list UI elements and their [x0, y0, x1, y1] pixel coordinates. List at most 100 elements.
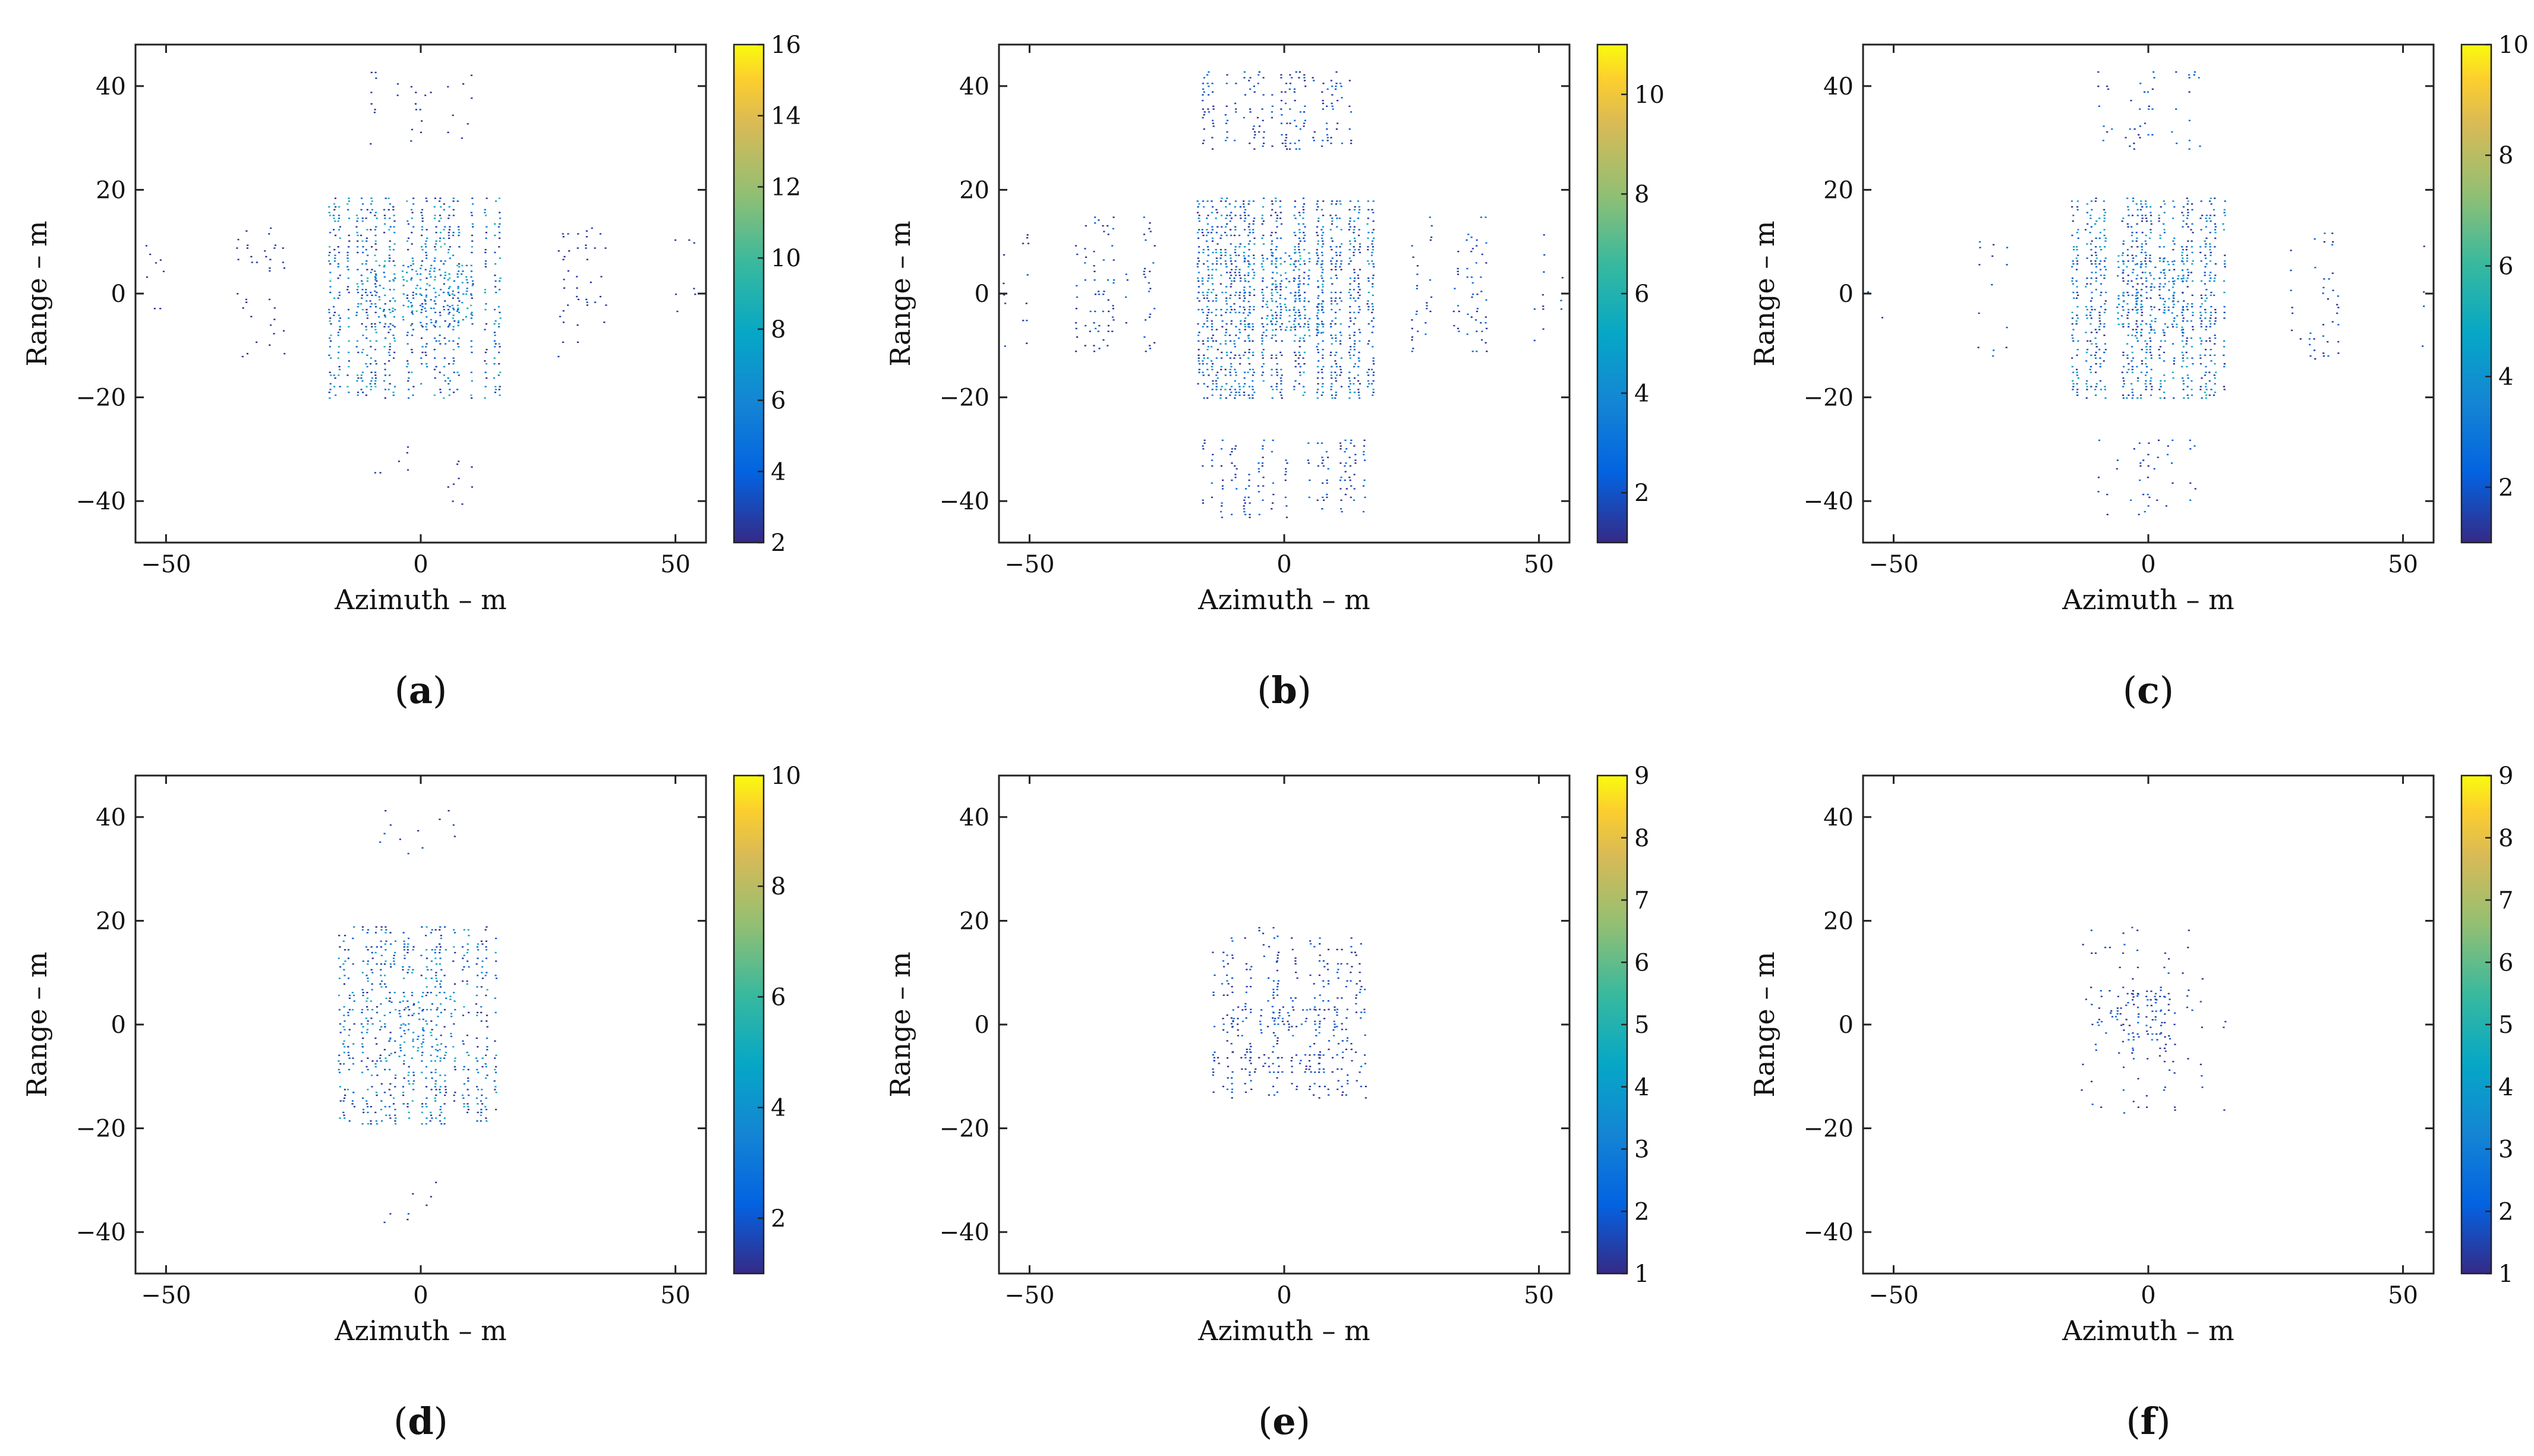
scatter-point [402, 279, 405, 281]
scatter-point [2125, 137, 2127, 138]
scatter-point [2006, 247, 2009, 248]
scatter-point [435, 1181, 437, 1183]
scatter-point [2190, 320, 2192, 322]
scatter-point [2223, 386, 2225, 387]
scatter-point [408, 937, 410, 940]
scatter-point [421, 303, 424, 305]
scatter-point [1272, 493, 1275, 496]
scatter-point [2128, 215, 2130, 216]
scatter-point [361, 1009, 364, 1011]
scatter-point [2150, 275, 2152, 276]
scatter-point [353, 926, 355, 928]
scatter-point [1206, 340, 1209, 342]
scatter-point [1334, 371, 1337, 373]
scatter-point [2205, 243, 2207, 245]
scatter-point [1993, 349, 1995, 351]
scatter-point [1249, 1048, 1251, 1050]
scatter-point [1320, 209, 1323, 211]
scatter-point [415, 293, 417, 295]
scatter-point [1298, 283, 1301, 285]
scatter-point [412, 1013, 415, 1014]
scatter-point [1206, 294, 1209, 297]
scatter-point [1458, 310, 1460, 313]
scatter-point [458, 320, 460, 322]
scatter-point [1089, 330, 1091, 332]
scatter-point [1211, 465, 1214, 467]
scatter-point [392, 310, 394, 312]
scatter-point [1328, 1009, 1330, 1010]
scatter-point [1330, 291, 1333, 294]
scatter-point [1206, 297, 1208, 299]
scatter-point [449, 294, 451, 297]
scatter-point [408, 1117, 411, 1119]
scatter-point [467, 1103, 469, 1105]
scatter-point [1244, 488, 1247, 490]
scatter-point [1280, 389, 1282, 390]
scatter-point [2144, 240, 2147, 242]
scatter-point [2075, 257, 2078, 259]
scatter-point [2213, 294, 2215, 297]
scatter-point [436, 1007, 439, 1009]
scatter-point [404, 957, 406, 959]
scatter-point [1232, 1009, 1234, 1011]
scatter-point [333, 311, 336, 313]
scatter-point [453, 1100, 455, 1102]
scatter-point [408, 1111, 410, 1114]
scatter-point [1367, 280, 1370, 282]
scatter-point [493, 1080, 496, 1082]
scatter-point [379, 285, 381, 286]
scatter-point [2192, 363, 2194, 365]
scatter-point [392, 957, 395, 959]
scatter-point [1248, 363, 1251, 365]
scatter-point [407, 237, 410, 239]
scatter-point [1320, 332, 1323, 334]
x-axis-label: Azimuth – m [334, 584, 506, 616]
scatter-point [389, 1117, 392, 1119]
scatter-point [1276, 363, 1278, 365]
scatter-point [1348, 257, 1351, 259]
scatter-point [339, 946, 341, 948]
scatter-point [2171, 439, 2174, 442]
scatter-point [1243, 77, 1246, 78]
scatter-point [1211, 346, 1213, 348]
scatter-point [2189, 448, 2192, 450]
scatter-point [1314, 1020, 1316, 1022]
scatter-point [471, 486, 473, 488]
scatter-point [1357, 389, 1360, 390]
scatter-point [449, 277, 451, 279]
scatter-point [1275, 286, 1277, 288]
scatter-point [334, 197, 336, 199]
scatter-point [384, 1057, 387, 1059]
scatter-point [452, 357, 455, 359]
scatter-point [1268, 977, 1270, 979]
scatter-point [1331, 320, 1334, 322]
scatter-point [380, 986, 383, 988]
scatter-point [2181, 246, 2183, 248]
scatter-point [1323, 1071, 1325, 1073]
scatter-point [425, 1066, 428, 1068]
scatter-point [410, 279, 412, 281]
scatter-point [1143, 273, 1145, 275]
scatter-point [494, 997, 496, 999]
scatter-point [1211, 360, 1213, 362]
scatter-point [1276, 218, 1278, 219]
scatter-point [1215, 209, 1218, 211]
scatter-point [1143, 267, 1146, 270]
scatter-point [1276, 237, 1278, 239]
scatter-point [1338, 218, 1341, 219]
scatter-point [1004, 345, 1006, 347]
scatter-point [2182, 346, 2185, 348]
scatter-point [1303, 371, 1305, 373]
scatter-point [1219, 397, 1222, 399]
scatter-point [1231, 957, 1234, 959]
scatter-point [1271, 243, 1273, 245]
scatter-point [1272, 1032, 1275, 1034]
scatter-point [329, 389, 332, 390]
scatter-point [458, 461, 460, 462]
scatter-point [351, 1100, 354, 1102]
scatter-point [2072, 220, 2074, 222]
scatter-point [434, 1071, 437, 1073]
scatter-point [452, 349, 455, 351]
scatter-point [2163, 269, 2165, 271]
scatter-point [2188, 77, 2191, 78]
